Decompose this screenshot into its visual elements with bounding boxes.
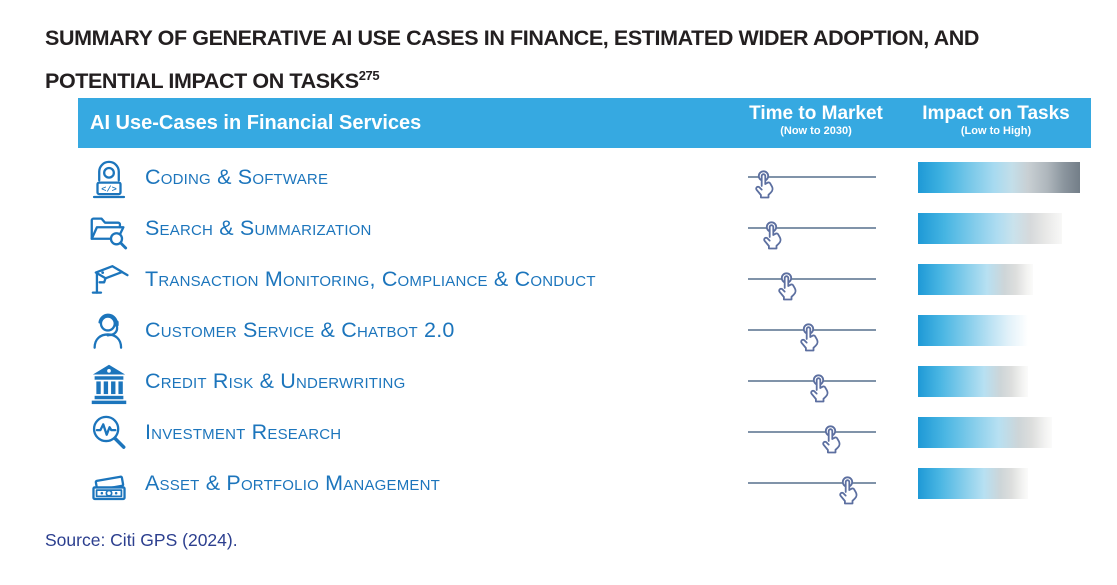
figure-title: SUMMARY OF GENERATIVE AI USE CASES IN FI… [45,20,1095,100]
use-case-icon-cell: </> [80,408,138,457]
bank-icon [91,364,127,404]
use-case-icon-cell: </> [80,204,138,253]
title-line-2: POTENTIAL IMPACT ON TASKS [45,69,359,94]
impact-bar [918,315,1028,346]
svg-text:</>: </> [101,184,117,194]
tap-hand-icon[interactable] [751,170,777,204]
slider-track [748,482,876,484]
tap-hand-icon[interactable] [774,272,800,306]
coder-icon: </> [92,160,126,198]
use-case-label: Investment Research [145,420,342,444]
slider-track [748,227,876,229]
impact-bar [918,162,1080,193]
slider-track [748,431,876,433]
time-to-market-slider[interactable] [748,203,876,254]
time-to-market-slider[interactable] [748,152,876,203]
tap-hand-icon[interactable] [796,323,822,357]
use-case-label: Coding & Software [145,165,329,189]
use-case-icon-cell: </> [80,255,138,304]
use-case-label: Credit Risk & Underwriting [145,369,406,393]
time-to-market-label: Time to Market [749,103,883,124]
impact-bar [918,264,1033,295]
column-header-time-to-market: Time to Market (Now to 2030) [736,103,896,138]
use-case-row: </> [0,305,1117,356]
tap-hand-icon[interactable] [759,221,785,255]
folder-search-icon [90,217,128,249]
slider-track [748,380,876,382]
tap-hand-icon[interactable] [818,425,844,459]
impact-bar [918,366,1028,397]
slider-track [748,278,876,280]
use-case-row: </> [0,458,1117,509]
chart-search-icon [92,415,126,449]
time-to-market-slider[interactable] [748,356,876,407]
use-case-row: </> [0,203,1117,254]
banknotes-icon [92,475,126,500]
time-to-market-sublabel: (Now to 2030) [780,125,852,137]
time-to-market-slider[interactable] [748,458,876,509]
source-note: Source: Citi GPS (2024). [45,530,238,550]
headset-icon [93,313,123,349]
impact-on-tasks-sublabel: (Low to High) [960,125,1032,137]
impact-bar [918,468,1028,499]
use-case-label: Asset & Portfolio Management [145,471,441,495]
use-case-label: Transaction Monitoring, Compliance & Con… [145,267,596,291]
use-case-icon-cell: </> [80,459,138,508]
title-line-1: SUMMARY OF GENERATIVE AI USE CASES IN FI… [45,26,979,50]
use-case-row: </> [0,254,1117,305]
column-header-use-cases: AI Use-Cases in Financial Services [90,111,422,134]
time-to-market-slider[interactable] [748,305,876,356]
use-case-label: Search & Summarization [145,216,372,240]
use-case-label: Customer Service & Chatbot 2.0 [145,318,455,342]
tap-hand-icon[interactable] [806,374,832,408]
impact-on-tasks-label: Impact on Tasks [922,103,1070,124]
time-to-market-slider[interactable] [748,254,876,305]
use-case-icon-cell: </> [80,306,138,355]
use-case-icon-cell: </> [80,153,138,202]
column-header-impact-on-tasks: Impact on Tasks (Low to High) [916,103,1076,138]
slider-track [748,176,876,178]
cctv-icon [91,264,129,294]
use-case-icon-cell: </> [80,357,138,406]
impact-bar [918,213,1062,244]
table-header: AI Use-Cases in Financial Services Time … [78,98,1091,148]
time-to-market-slider[interactable] [748,407,876,458]
use-case-row: </> [0,152,1117,203]
use-case-row: </> [0,407,1117,458]
impact-bar [918,417,1052,448]
use-case-row: </> [0,356,1117,407]
title-footnote-marker: 275 [358,68,380,83]
tap-hand-icon[interactable] [835,476,861,510]
